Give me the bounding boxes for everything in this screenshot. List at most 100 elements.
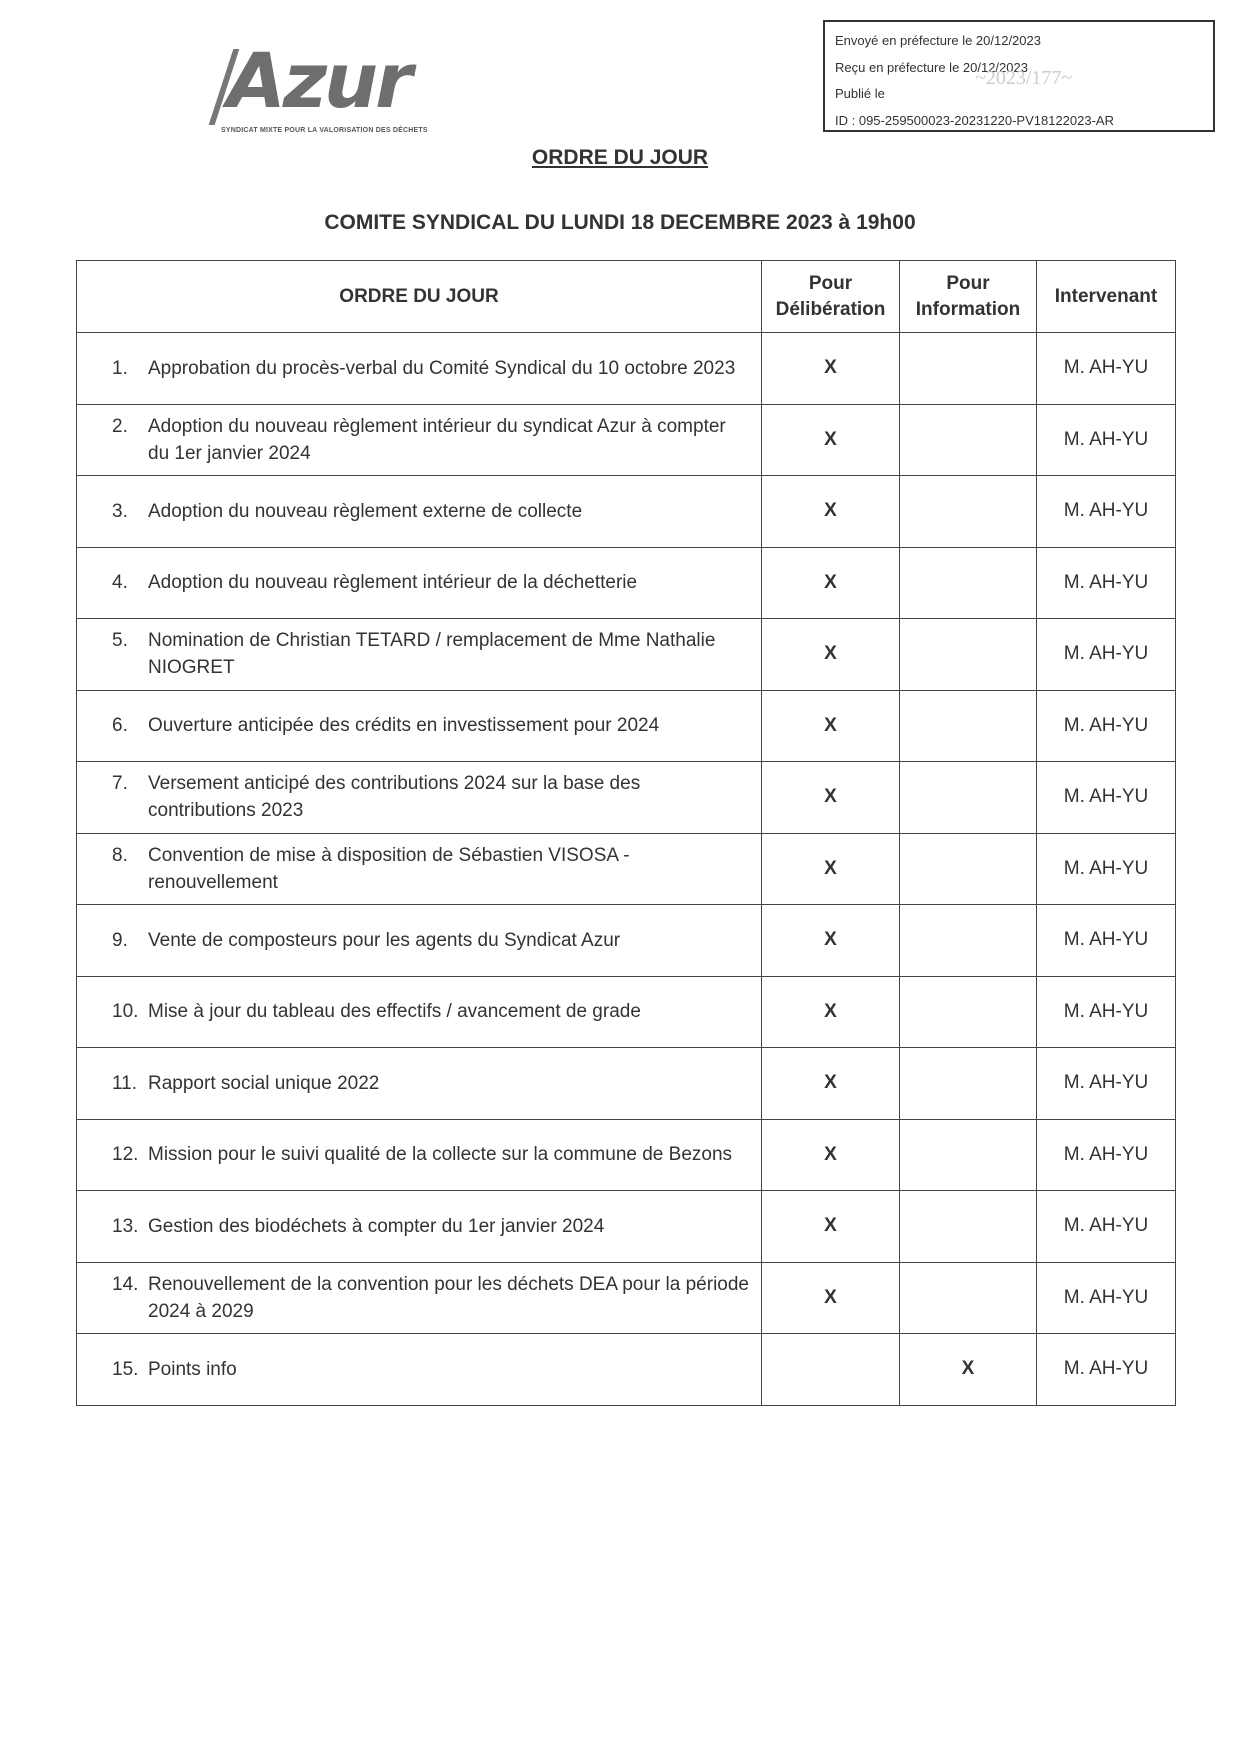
deliberation-cell: X <box>761 1047 900 1120</box>
agenda-item-cell: 11. Rapport social unique 2022 <box>76 1047 762 1120</box>
agenda-item-cell: 13. Gestion des biodéchets à compter du 1… <box>76 1190 762 1263</box>
item-number: 15. <box>112 1358 139 1380</box>
deliberation-cell: X <box>761 904 900 977</box>
speaker-cell: M. AH-YU <box>1036 618 1176 691</box>
speaker-cell: M. AH-YU <box>1036 1047 1176 1120</box>
deliberation-cell: X <box>761 832 900 905</box>
speaker-cell: M. AH-YU <box>1036 689 1176 762</box>
logo-word: Azur <box>227 36 413 125</box>
information-cell <box>899 904 1037 977</box>
information-cell <box>899 403 1037 476</box>
item-number: 4. <box>112 572 128 594</box>
information-cell <box>899 832 1037 905</box>
item-text: Adoption du nouveau règlement intérieur … <box>148 415 726 464</box>
information-cell <box>899 332 1037 405</box>
table-row: 15. Points info X M. AH-YU <box>76 1333 1176 1406</box>
agenda-item-cell: 5. Nomination de Christian TETARD / rempl… <box>76 618 762 691</box>
table-row: 10. Mise à jour du tableau des effectifs … <box>76 975 1176 1048</box>
agenda-item-cell: 2. Adoption du nouveau règlement intérieu… <box>76 403 762 476</box>
speaker-cell: M. AH-YU <box>1036 1118 1176 1191</box>
speaker-cell: M. AH-YU <box>1036 975 1176 1048</box>
table-row: 8. Convention de mise à disposition de Sé… <box>76 832 1176 905</box>
table-row: 3. Adoption du nouveau règlement externe … <box>76 475 1176 548</box>
table-row: 13. Gestion des biodéchets à compter du 1… <box>76 1190 1176 1263</box>
agenda-item-cell: 12. Mission pour le suivi qualité de la c… <box>76 1118 762 1191</box>
table-row: 12. Mission pour le suivi qualité de la c… <box>76 1118 1176 1191</box>
deliberation-cell: X <box>761 475 900 548</box>
item-text: Ouverture anticipée des crédits en inves… <box>148 715 660 737</box>
azur-logo: Azur SYNDICAT MIXTE POUR LA VALORISATION… <box>208 41 451 137</box>
information-cell <box>899 1118 1037 1191</box>
table-row: 7. Versement anticipé des contributions 2… <box>76 761 1176 834</box>
deliberation-cell: X <box>761 975 900 1048</box>
page-subtitle: COMITE SYNDICAL DU LUNDI 18 DECEMBRE 202… <box>324 211 916 234</box>
item-text: Vente de composteurs pour les agents du … <box>148 929 621 951</box>
table-row: 2. Adoption du nouveau règlement intérieu… <box>76 403 1176 476</box>
table-header-row: ORDRE DU JOUR Pour Délibération Pour Inf… <box>76 260 1176 333</box>
item-number: 5. <box>112 630 128 652</box>
speaker-cell: M. AH-YU <box>1036 904 1176 977</box>
agenda-table: ORDRE DU JOUR Pour Délibération Pour Inf… <box>76 260 1176 1406</box>
table-row: 6. Ouverture anticipée des crédits en inv… <box>76 689 1176 762</box>
speaker-cell: M. AH-YU <box>1036 475 1176 548</box>
item-text: Convention de mise à disposition de Séba… <box>148 844 630 893</box>
item-text: Nomination de Christian TETARD / remplac… <box>148 630 716 679</box>
stamp-received: Reçu en préfecture le 20/12/2023 <box>835 59 1028 75</box>
prefecture-stamp: Envoyé en préfecture le 20/12/2023 Reçu … <box>823 20 1215 132</box>
item-text: Approbation du procès-verbal du Comité S… <box>148 357 736 379</box>
speaker-cell: M. AH-YU <box>1036 546 1176 619</box>
item-text: Adoption du nouveau règlement intérieur … <box>148 572 638 594</box>
deliberation-cell: X <box>761 618 900 691</box>
speaker-cell: M. AH-YU <box>1036 761 1176 834</box>
agenda-item-cell: 14. Renouvellement de la convention pour … <box>76 1261 762 1334</box>
agenda-item-cell: 1. Approbation du procès-verbal du Comité… <box>76 332 762 405</box>
speaker-cell: M. AH-YU <box>1036 832 1176 905</box>
table-row: 5. Nomination de Christian TETARD / rempl… <box>76 618 1176 691</box>
speaker-cell: M. AH-YU <box>1036 332 1176 405</box>
header-information: Pour Information <box>899 260 1037 333</box>
item-text: Adoption du nouveau règlement externe de… <box>148 500 583 522</box>
item-text: Mise à jour du tableau des effectifs / a… <box>148 1001 641 1023</box>
agenda-item-cell: 6. Ouverture anticipée des crédits en inv… <box>76 689 762 762</box>
information-cell <box>899 689 1037 762</box>
item-number: 12. <box>112 1144 139 1166</box>
agenda-item-cell: 15. Points info <box>76 1333 762 1406</box>
stamp-published: Publié le <box>835 86 885 101</box>
speaker-cell: M. AH-YU <box>1036 1333 1176 1406</box>
item-number: 14. <box>112 1273 139 1295</box>
deliberation-cell: X <box>761 1190 900 1263</box>
item-number: 3. <box>112 500 128 522</box>
deliberation-cell: X <box>761 761 900 834</box>
header-speaker: Intervenant <box>1036 260 1176 333</box>
speaker-cell: M. AH-YU <box>1036 403 1176 476</box>
item-number: 10. <box>112 1001 139 1023</box>
speaker-cell: M. AH-YU <box>1036 1190 1176 1263</box>
information-cell <box>899 1047 1037 1120</box>
item-number: 2. <box>112 415 128 437</box>
deliberation-cell: X <box>761 403 900 476</box>
table-row: 4. Adoption du nouveau règlement intérieu… <box>76 546 1176 619</box>
agenda-item-cell: 10. Mise à jour du tableau des effectifs … <box>76 975 762 1048</box>
deliberation-cell: X <box>761 1118 900 1191</box>
item-number: 1. <box>112 357 128 379</box>
item-text: Rapport social unique 2022 <box>148 1072 380 1094</box>
information-cell: X <box>899 1333 1037 1406</box>
agenda-item-cell: 7. Versement anticipé des contributions 2… <box>76 761 762 834</box>
information-cell <box>899 475 1037 548</box>
table-row: 14. Renouvellement de la convention pour … <box>76 1261 1176 1334</box>
table-row: 9. Vente de composteurs pour les agents d… <box>76 904 1176 977</box>
item-number: 8. <box>112 844 128 866</box>
item-number: 9. <box>112 929 128 951</box>
deliberation-cell: X <box>761 1261 900 1334</box>
deliberation-cell: X <box>761 546 900 619</box>
stamp-id: ID : 095-259500023-20231220-PV18122023-A… <box>835 112 1114 128</box>
information-cell <box>899 618 1037 691</box>
item-text: Renouvellement de la convention pour les… <box>148 1273 749 1322</box>
logo-tagline: SYNDICAT MIXTE POUR LA VALORISATION DES … <box>221 127 428 134</box>
stamp-mark: ~2023/177~ <box>975 67 1073 89</box>
agenda-item-cell: 9. Vente de composteurs pour les agents d… <box>76 904 762 977</box>
item-number: 11. <box>112 1072 138 1094</box>
header-deliberation: Pour Délibération <box>761 260 900 333</box>
information-cell <box>899 975 1037 1048</box>
item-number: 6. <box>112 715 128 737</box>
